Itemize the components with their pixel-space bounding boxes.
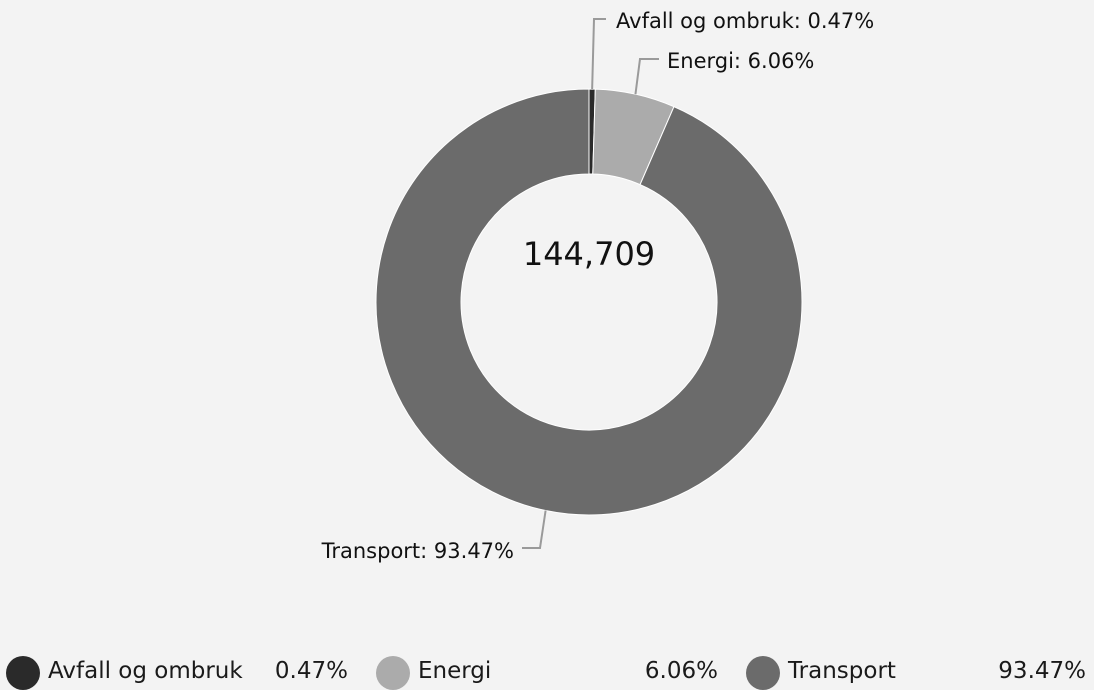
legend-swatch (6, 656, 40, 690)
callout-label-avfall-og-ombruk: Avfall og ombruk: 0.47% (616, 9, 874, 33)
leader-line-energi (634, 58, 659, 95)
legend-item-avfall-og-ombruk[interactable]: Avfall og ombruk 0.47% (6, 654, 352, 690)
callout-leaders (522, 18, 659, 549)
legend-label: Energi (418, 658, 492, 684)
slice-transport[interactable] (375, 88, 803, 516)
donut-center-total: 144,709 (523, 235, 655, 273)
callout-label-energi: Energi: 6.06% (667, 49, 814, 73)
legend-item-energi[interactable]: Energi 6.06% (376, 654, 720, 690)
legend-value: 93.47% (998, 658, 1086, 684)
legend-label: Transport (788, 658, 896, 684)
legend-item-transport[interactable]: Transport 93.47% (746, 654, 1088, 690)
callout-labels: Avfall og ombruk: 0.47% Energi: 6.06% Tran… (321, 9, 875, 563)
legend-value: 6.06% (644, 658, 718, 684)
legend-swatch (746, 656, 780, 690)
legend-value: 0.47% (274, 658, 348, 684)
donut-slices (375, 88, 803, 516)
leader-line-avfall-og-ombruk (591, 18, 606, 90)
chart-legend: Avfall og ombruk 0.47% Energi 6.06% Tran… (0, 654, 1094, 690)
donut-chart: Avfall og ombruk: 0.47% Energi: 6.06% Tran… (321, 9, 875, 563)
legend-swatch (376, 656, 410, 690)
legend-label: Avfall og ombruk (48, 658, 243, 684)
leader-line-transport (522, 510, 547, 549)
callout-label-transport: Transport: 93.47% (321, 539, 514, 563)
